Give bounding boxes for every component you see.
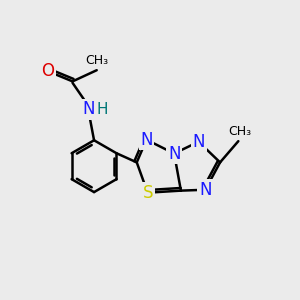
Text: N: N	[192, 133, 205, 151]
Text: CH₃: CH₃	[228, 124, 251, 138]
Text: N: N	[168, 145, 180, 163]
Text: H: H	[96, 103, 108, 118]
Text: N: N	[199, 181, 212, 199]
Text: S: S	[142, 184, 153, 202]
Text: CH₃: CH₃	[86, 54, 109, 67]
Text: O: O	[41, 62, 54, 80]
Text: N: N	[140, 131, 153, 149]
Text: N: N	[82, 100, 95, 118]
